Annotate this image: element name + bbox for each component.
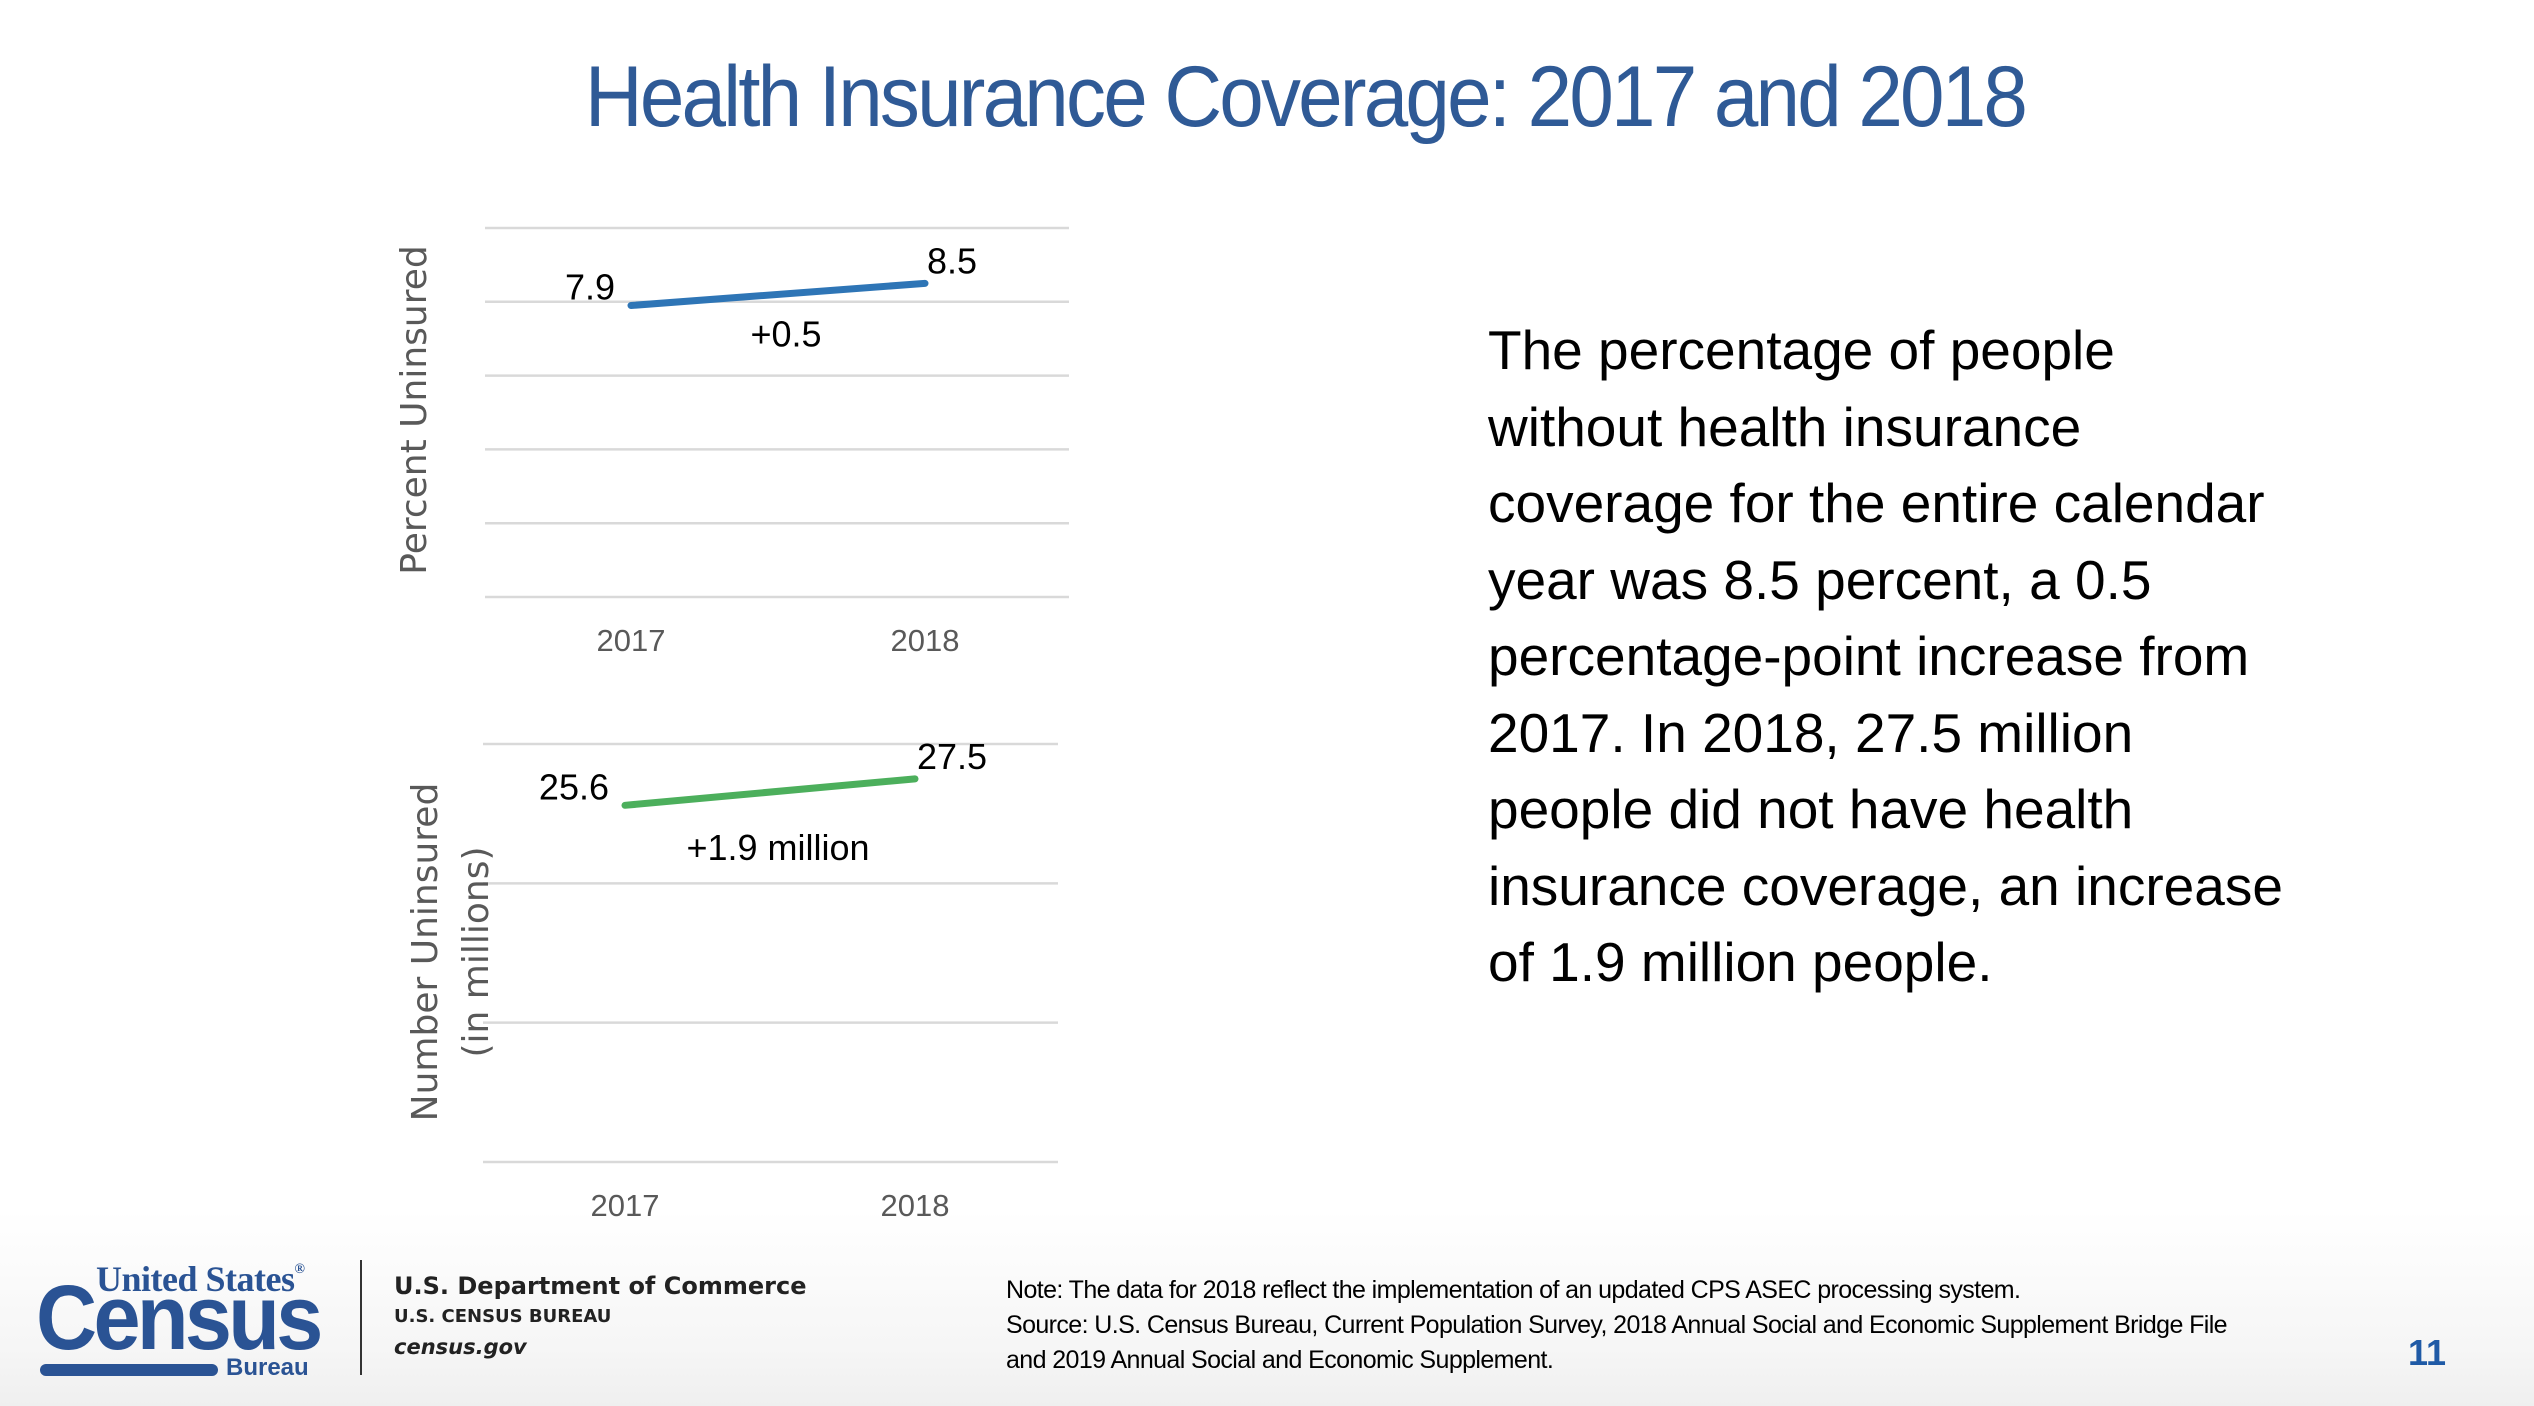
source-line: Source: U.S. Census Bureau, Current Popu… xyxy=(1006,1311,2228,1339)
summary-line: insurance coverage, an increase xyxy=(1488,854,2283,917)
y-axis-label-line1: Number Uninsured xyxy=(405,783,446,1122)
summary-paragraph: The percentage of people without health … xyxy=(1488,312,2388,1001)
website: census.gov xyxy=(394,1335,527,1359)
summary-line: people did not have health xyxy=(1488,778,2134,840)
summary-line: of 1.9 million people. xyxy=(1488,931,1993,993)
source-line: and 2019 Annual Social and Economic Supp… xyxy=(1006,1346,1554,1374)
series-marks xyxy=(627,279,929,309)
summary-line: without health insurance xyxy=(1488,395,2082,458)
data-label: 7.9 xyxy=(565,266,615,307)
department-block: U.S. Department of Commerce U.S. CENSUS … xyxy=(394,1272,806,1359)
source-note: Note: The data for 2018 reflect the impl… xyxy=(1006,1273,2228,1378)
summary-line: 2017. In 2018, 27.5 million xyxy=(1488,701,2134,764)
data-label: 27.5 xyxy=(917,736,987,777)
y-axis-label-line2: (in millions) xyxy=(456,846,497,1057)
x-tick-label: 2017 xyxy=(597,623,666,658)
logo-united-states: United States® xyxy=(96,1259,305,1299)
x-tick-label: 2018 xyxy=(881,1188,950,1223)
percent-uninsured-chart: Percent Uninsured 2017 2018 7.9 8.5 +0.5 xyxy=(394,226,1069,658)
change-annotation: +0.5 xyxy=(750,313,821,354)
series-line xyxy=(627,279,929,309)
data-label: 8.5 xyxy=(927,240,977,281)
series-line xyxy=(621,775,919,809)
number-uninsured-chart: Number Uninsured (in millions) 2017 2018… xyxy=(405,736,1058,1223)
summary-line: The percentage of people xyxy=(1488,319,2115,381)
y-axis-label: Percent Uninsured xyxy=(394,245,435,574)
logo-census: Census xyxy=(36,1267,323,1369)
slide-title: Health Insurance Coverage: 2017 and 2018 xyxy=(584,49,2028,145)
footer-background xyxy=(0,1210,2534,1406)
bureau-name: U.S. CENSUS BUREAU xyxy=(394,1306,612,1327)
gridlines xyxy=(483,742,1058,1164)
x-tick-label: 2018 xyxy=(891,623,960,658)
page-number: 11 xyxy=(2408,1332,2447,1373)
gridlines xyxy=(485,226,1069,599)
summary-line: year was 8.5 percent, a 0.5 xyxy=(1488,548,2152,611)
logo-bar xyxy=(40,1364,218,1376)
summary-line: coverage for the entire calendar xyxy=(1488,472,2265,534)
series-marks xyxy=(621,775,919,809)
change-annotation: +1.9 million xyxy=(686,827,869,868)
x-tick-label: 2017 xyxy=(591,1188,660,1223)
note-line: Note: The data for 2018 reflect the impl… xyxy=(1006,1276,2021,1304)
logo-bureau: Bureau xyxy=(226,1354,309,1381)
summary-line: percentage-point increase from xyxy=(1488,625,2250,687)
department-name: U.S. Department of Commerce xyxy=(394,1272,807,1300)
data-label: 25.6 xyxy=(539,766,609,807)
footer-divider xyxy=(360,1260,362,1375)
census-bureau-logo: United States® Census Bureau xyxy=(36,1258,336,1381)
